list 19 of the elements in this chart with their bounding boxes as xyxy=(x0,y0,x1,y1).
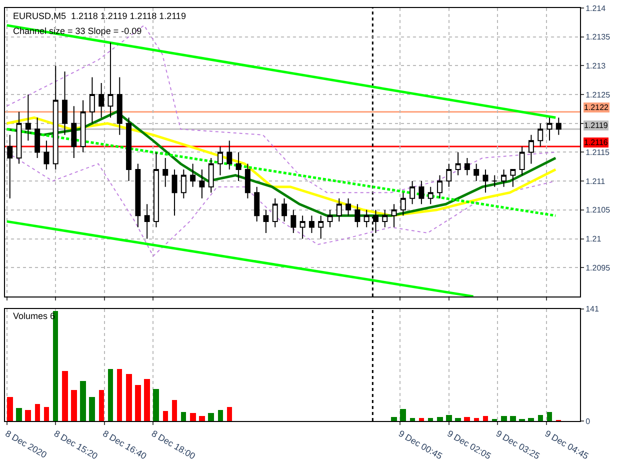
y-tick-label: 1.2095 xyxy=(586,263,611,272)
y-tick-label: 1.2115 xyxy=(586,148,610,158)
y-tick-label: 1.2125 xyxy=(586,90,611,100)
x-tick-label: 8 Dec 15:20 xyxy=(52,428,100,462)
y-tick-label: 1.2135 xyxy=(586,32,611,42)
y-tick-label: 1.211 xyxy=(586,176,606,186)
y-tick-label: 0 xyxy=(586,416,591,426)
y-tick-label: 1.2105 xyxy=(586,206,611,215)
y-tick-label: 1.214 xyxy=(586,4,606,13)
ref-line-label: 1.2116 xyxy=(584,138,608,147)
y-tick-label: 141 xyxy=(586,304,600,314)
y-tick-label: 1.21 xyxy=(586,234,602,244)
x-tick-label: 8 Dec 2020 xyxy=(4,428,48,460)
x-tick-label: 8 Dec 16:40 xyxy=(101,428,148,462)
chart-title: EURUSD,M5 1.2118 1.2119 1.2118 1.2119 xyxy=(13,11,186,21)
y-tick-label: 1.213 xyxy=(586,61,606,70)
ref-line-label: 1.2122 xyxy=(584,103,610,112)
ref-line-label: 1.2119 xyxy=(584,121,608,130)
x-tick-label: 8 Dec 18:00 xyxy=(150,428,197,462)
